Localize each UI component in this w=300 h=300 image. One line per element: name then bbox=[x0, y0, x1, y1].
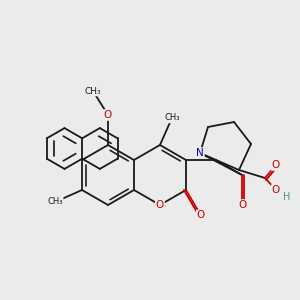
Text: CH₃: CH₃ bbox=[164, 113, 180, 122]
Text: N: N bbox=[196, 148, 204, 158]
Text: O: O bbox=[238, 200, 246, 210]
Text: CH₃: CH₃ bbox=[47, 197, 63, 206]
Text: O: O bbox=[272, 185, 280, 195]
Text: H: H bbox=[283, 192, 291, 202]
Text: O: O bbox=[156, 200, 164, 210]
Text: O: O bbox=[104, 110, 112, 120]
Text: CH₃: CH₃ bbox=[85, 86, 101, 95]
Text: O: O bbox=[197, 211, 205, 220]
Text: O: O bbox=[272, 160, 280, 170]
